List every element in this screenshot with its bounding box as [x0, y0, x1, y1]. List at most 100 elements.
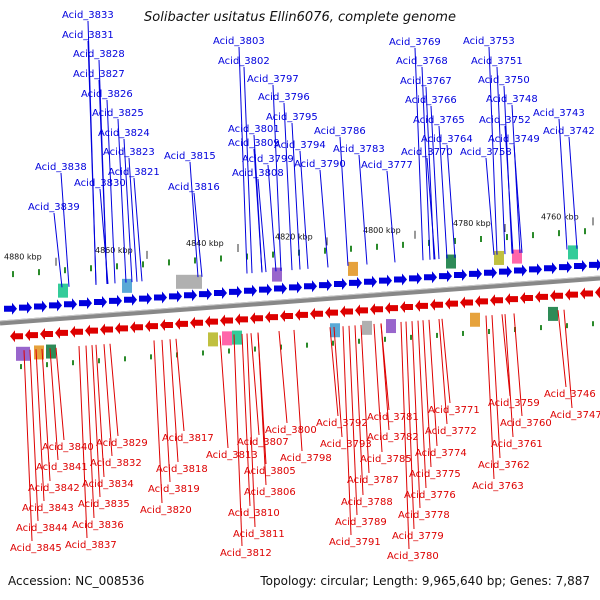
- reverse-gene-label: Acid_3759: [488, 398, 540, 409]
- feature-box: [470, 312, 480, 327]
- reverse-gene-leader: [485, 315, 495, 480]
- reverse-gene-label: Acid_3845: [10, 543, 62, 554]
- forward-gene-label: Acid_3803: [213, 36, 265, 47]
- position-marker: [12, 271, 14, 278]
- forward-gene-label: Acid_3808: [232, 168, 284, 179]
- position-marker: [584, 228, 586, 235]
- position-marker: [436, 332, 438, 338]
- reverse-gene-label: Acid_3806: [244, 487, 296, 498]
- forward-gene-label: Acid_3839: [28, 202, 80, 213]
- reverse-gene-leader: [29, 349, 39, 522]
- feature-box: [548, 306, 558, 321]
- reverse-gene-leader: [91, 345, 101, 498]
- backbone-highlight: [0, 275, 600, 322]
- reverse-gene-arrow: [460, 296, 473, 309]
- reverse-gene-leader: [241, 333, 251, 507]
- forward-gene-leader: [558, 118, 568, 250]
- position-marker: [98, 358, 100, 364]
- forward-gene-label: Acid_3770: [401, 147, 453, 158]
- forward-gene-label: Acid_3786: [314, 126, 366, 137]
- forward-gene-label: Acid_3769: [389, 37, 441, 48]
- forward-gene-label: Acid_3821: [108, 167, 160, 178]
- reverse-gene-arrow: [205, 315, 218, 328]
- reverse-gene-arrow: [505, 293, 518, 306]
- reverse-gene-leader: [250, 333, 260, 436]
- forward-gene-label: Acid_3767: [400, 76, 452, 87]
- forward-gene-label: Acid_3764: [421, 134, 473, 145]
- forward-gene-arrow: [259, 283, 272, 296]
- forward-gene-arrow: [304, 280, 317, 293]
- forward-gene-label: Acid_3825: [92, 108, 144, 119]
- forward-gene-leader: [106, 99, 116, 284]
- forward-gene-label: Acid_3838: [35, 162, 87, 173]
- forward-gene-arrow: [289, 281, 302, 294]
- forward-gene-label: Acid_3801: [228, 124, 280, 135]
- forward-gene-arrow: [19, 301, 32, 314]
- position-marker: [454, 237, 456, 244]
- reverse-gene-leader: [169, 339, 179, 463]
- forward-gene-label: Acid_3796: [258, 92, 310, 103]
- reverse-gene-arrow: [40, 328, 53, 340]
- position-marker: [480, 236, 482, 242]
- position-marker: [558, 230, 560, 237]
- forward-gene-label: Acid_3777: [361, 160, 413, 171]
- forward-gene-label: Acid_3823: [103, 147, 155, 158]
- forward-gene-label: Acid_3751: [471, 56, 523, 67]
- scale-tick-label: 4880 kbp: [4, 253, 42, 262]
- reverse-gene-arrow: [595, 286, 600, 299]
- forward-gene-leader: [117, 118, 127, 283]
- reverse-gene-arrow: [100, 323, 113, 336]
- reverse-gene-arrow: [385, 302, 398, 315]
- forward-gene-leader: [133, 177, 143, 282]
- forward-gene-label: Acid_3758: [460, 147, 512, 158]
- reverse-gene-label: Acid_3774: [415, 448, 467, 459]
- reverse-gene-label: Acid_3811: [233, 529, 285, 540]
- forward-gene-label: Acid_3794: [274, 140, 326, 151]
- forward-gene-arrow: [154, 291, 167, 304]
- reverse-gene-arrow: [145, 320, 158, 333]
- reverse-gene-label: Acid_3775: [409, 469, 461, 480]
- forward-gene-label: Acid_3783: [333, 144, 385, 155]
- position-marker: [324, 247, 326, 254]
- reverse-gene-arrow: [550, 289, 563, 302]
- reverse-gene-arrow: [85, 324, 98, 337]
- reverse-gene-label: Acid_3834: [82, 479, 134, 490]
- reverse-gene-leader: [161, 339, 171, 483]
- reverse-gene-arrow: [430, 298, 443, 311]
- forward-gene-leader: [513, 144, 523, 253]
- position-marker: [350, 245, 352, 252]
- reverse-gene-arrow: [565, 288, 578, 301]
- forward-gene-arrow: [454, 268, 467, 281]
- reverse-gene-arrow: [130, 321, 143, 334]
- map-title: Solibacter usitatus Ellin6076, complete …: [144, 10, 456, 25]
- reverse-gene-label: Acid_3746: [544, 389, 596, 400]
- reverse-gene-label: Acid_3793: [320, 439, 372, 450]
- forward-gene-leader: [283, 102, 293, 271]
- position-marker: [254, 346, 256, 352]
- forward-gene-leader: [485, 157, 495, 255]
- position-marker: [272, 251, 274, 258]
- reverse-gene-leader: [109, 343, 119, 437]
- reverse-gene-label: Acid_3791: [329, 537, 381, 548]
- forward-gene-arrow: [499, 265, 512, 278]
- forward-gene-arrow: [244, 284, 257, 297]
- feature-box: [348, 261, 358, 276]
- forward-gene-arrow: [424, 271, 437, 284]
- position-marker: [306, 342, 308, 348]
- reverse-gene-arrow: [10, 330, 23, 343]
- forward-gene-label: Acid_3742: [543, 126, 595, 137]
- reverse-gene-arrow: [400, 301, 413, 313]
- reverse-gene-leader: [441, 318, 451, 404]
- feature-box: [16, 346, 30, 361]
- forward-gene-label: Acid_3826: [81, 89, 133, 100]
- forward-gene-leader: [291, 122, 301, 270]
- forward-gene-label: Acid_3827: [73, 69, 125, 80]
- forward-gene-leader: [496, 66, 506, 255]
- reverse-gene-label: Acid_3829: [96, 438, 148, 449]
- reverse-gene-leader: [49, 348, 59, 461]
- position-marker: [506, 234, 508, 241]
- forward-gene-label: Acid_3743: [533, 108, 585, 119]
- reverse-gene-leader: [438, 319, 448, 425]
- reverse-gene-label: Acid_3836: [72, 520, 124, 531]
- position-marker: [246, 253, 248, 260]
